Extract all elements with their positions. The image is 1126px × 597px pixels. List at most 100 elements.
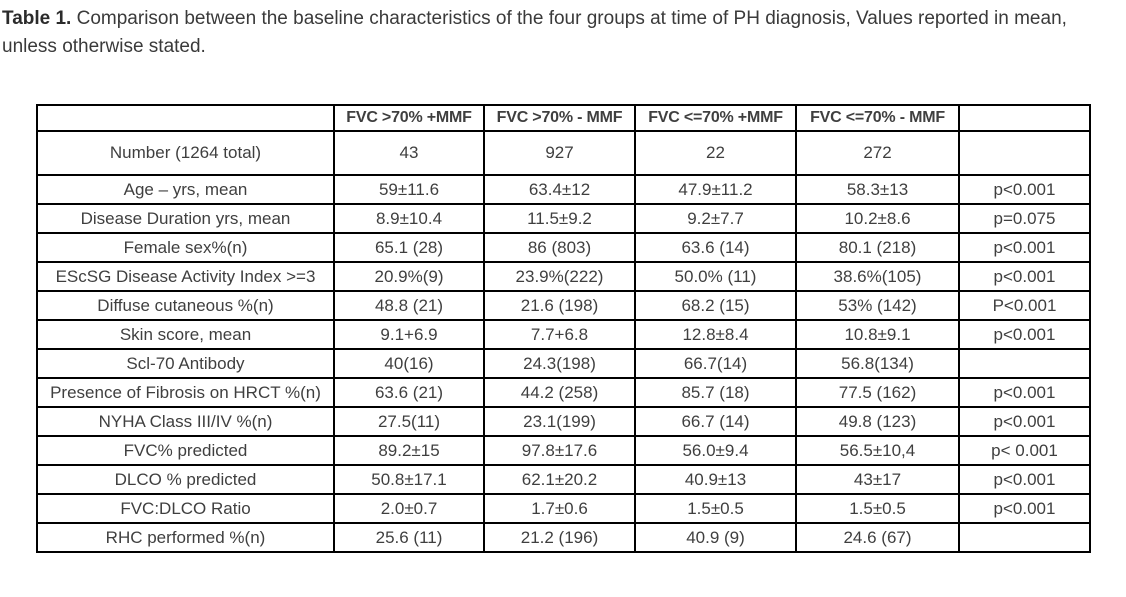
value-cell: 77.5 (162) <box>795 377 960 409</box>
column-header-pvalue <box>958 104 1091 133</box>
value-cell: 53% (142) <box>795 290 960 322</box>
table-row: FVC% predicted 89.2±15 97.8±17.6 56.0±9.… <box>36 435 1091 467</box>
header-row: FVC >70% +MMF FVC >70% - MMF FVC <=70% +… <box>36 104 1091 133</box>
value-cell: 27.5(11) <box>333 406 485 438</box>
table-row: Number (1264 total) 43 927 22 272 <box>36 130 1091 177</box>
value-cell: 66.7(14) <box>634 348 797 380</box>
p-value-cell: p<0.001 <box>958 174 1091 206</box>
p-value-cell <box>958 130 1091 177</box>
value-cell: 47.9±11.2 <box>634 174 797 206</box>
value-cell: 86 (803) <box>483 232 636 264</box>
table-row: RHC performed %(n) 25.6 (11) 21.2 (196) … <box>36 522 1091 554</box>
value-cell: 50.8±17.1 <box>333 464 485 496</box>
baseline-characteristics-table: FVC >70% +MMF FVC >70% - MMF FVC <=70% +… <box>36 104 1091 554</box>
value-cell: 1.5±0.5 <box>634 493 797 525</box>
value-cell: 2.0±0.7 <box>333 493 485 525</box>
column-header-fvc-le70-mmf: FVC <=70% +MMF <box>634 104 797 133</box>
p-value-cell: p<0.001 <box>958 406 1091 438</box>
value-cell: 68.2 (15) <box>634 290 797 322</box>
row-label: EScSG Disease Activity Index >=3 <box>36 261 335 293</box>
value-cell: 38.6%(105) <box>795 261 960 293</box>
table-row: EScSG Disease Activity Index >=3 20.9%(9… <box>36 261 1091 293</box>
p-value-cell: p<0.001 <box>958 377 1091 409</box>
value-cell: 25.6 (11) <box>333 522 485 554</box>
value-cell: 12.8±8.4 <box>634 319 797 351</box>
row-label: RHC performed %(n) <box>36 522 335 554</box>
column-header-fvc-gt70-mmf: FVC >70% +MMF <box>333 104 485 133</box>
value-cell: 59±11.6 <box>333 174 485 206</box>
p-value-cell: p< 0.001 <box>958 435 1091 467</box>
row-label: FVC% predicted <box>36 435 335 467</box>
value-cell: 21.2 (196) <box>483 522 636 554</box>
row-label: Scl-70 Antibody <box>36 348 335 380</box>
value-cell: 97.8±17.6 <box>483 435 636 467</box>
table-row: NYHA Class III/IV %(n) 27.5(11) 23.1(199… <box>36 406 1091 438</box>
value-cell: 1.5±0.5 <box>795 493 960 525</box>
value-cell: 56.0±9.4 <box>634 435 797 467</box>
row-label: FVC:DLCO Ratio <box>36 493 335 525</box>
table-caption: Table 1. Comparison between the baseline… <box>0 0 1126 60</box>
value-cell: 43±17 <box>795 464 960 496</box>
p-value-cell: p<0.001 <box>958 232 1091 264</box>
value-cell: 23.9%(222) <box>483 261 636 293</box>
value-cell: 63.6 (21) <box>333 377 485 409</box>
p-value-cell: p<0.001 <box>958 261 1091 293</box>
p-value-cell: p=0.075 <box>958 203 1091 235</box>
value-cell: 20.9%(9) <box>333 261 485 293</box>
table-row: FVC:DLCO Ratio 2.0±0.7 1.7±0.6 1.5±0.5 1… <box>36 493 1091 525</box>
value-cell: 9.2±7.7 <box>634 203 797 235</box>
value-cell: 10.2±8.6 <box>795 203 960 235</box>
value-cell: 63.4±12 <box>483 174 636 206</box>
table-row: Disease Duration yrs, mean 8.9±10.4 11.5… <box>36 203 1091 235</box>
column-header-fvc-le70-nommf: FVC <=70% - MMF <box>795 104 960 133</box>
p-value-cell: p<0.001 <box>958 319 1091 351</box>
value-cell: 40(16) <box>333 348 485 380</box>
table-caption-text: Comparison between the baseline characte… <box>2 8 1067 57</box>
row-label: Skin score, mean <box>36 319 335 351</box>
row-label: Presence of Fibrosis on HRCT %(n) <box>36 377 335 409</box>
value-cell: 927 <box>483 130 636 177</box>
table-row: Presence of Fibrosis on HRCT %(n) 63.6 (… <box>36 377 1091 409</box>
column-header-blank <box>36 104 335 133</box>
value-cell: 10.8±9.1 <box>795 319 960 351</box>
table-row: Age – yrs, mean 59±11.6 63.4±12 47.9±11.… <box>36 174 1091 206</box>
row-label: NYHA Class III/IV %(n) <box>36 406 335 438</box>
row-label: Age – yrs, mean <box>36 174 335 206</box>
row-label: Diffuse cutaneous %(n) <box>36 290 335 322</box>
column-header-fvc-gt70-nommf: FVC >70% - MMF <box>483 104 636 133</box>
value-cell: 89.2±15 <box>333 435 485 467</box>
value-cell: 63.6 (14) <box>634 232 797 264</box>
value-cell: 23.1(199) <box>483 406 636 438</box>
value-cell: 21.6 (198) <box>483 290 636 322</box>
value-cell: 272 <box>795 130 960 177</box>
table-row: Diffuse cutaneous %(n) 48.8 (21) 21.6 (1… <box>36 290 1091 322</box>
value-cell: 58.3±13 <box>795 174 960 206</box>
value-cell: 1.7±0.6 <box>483 493 636 525</box>
row-label: Female sex%(n) <box>36 232 335 264</box>
value-cell: 80.1 (218) <box>795 232 960 264</box>
value-cell: 50.0% (11) <box>634 261 797 293</box>
row-label: DLCO % predicted <box>36 464 335 496</box>
table-row: Female sex%(n) 65.1 (28) 86 (803) 63.6 (… <box>36 232 1091 264</box>
p-value-cell: P<0.001 <box>958 290 1091 322</box>
p-value-cell: p<0.001 <box>958 464 1091 496</box>
value-cell: 9.1+6.9 <box>333 319 485 351</box>
p-value-cell: p<0.001 <box>958 493 1091 525</box>
value-cell: 49.8 (123) <box>795 406 960 438</box>
table-row: Skin score, mean 9.1+6.9 7.7+6.8 12.8±8.… <box>36 319 1091 351</box>
value-cell: 40.9 (9) <box>634 522 797 554</box>
value-cell: 24.6 (67) <box>795 522 960 554</box>
value-cell: 44.2 (258) <box>483 377 636 409</box>
row-label: Number (1264 total) <box>36 130 335 177</box>
row-label: Disease Duration yrs, mean <box>36 203 335 235</box>
value-cell: 7.7+6.8 <box>483 319 636 351</box>
p-value-cell <box>958 522 1091 554</box>
value-cell: 43 <box>333 130 485 177</box>
value-cell: 85.7 (18) <box>634 377 797 409</box>
value-cell: 11.5±9.2 <box>483 203 636 235</box>
value-cell: 56.5±10,4 <box>795 435 960 467</box>
table-caption-label: Table 1. <box>2 8 72 29</box>
value-cell: 66.7 (14) <box>634 406 797 438</box>
table-row: DLCO % predicted 50.8±17.1 62.1±20.2 40.… <box>36 464 1091 496</box>
value-cell: 48.8 (21) <box>333 290 485 322</box>
